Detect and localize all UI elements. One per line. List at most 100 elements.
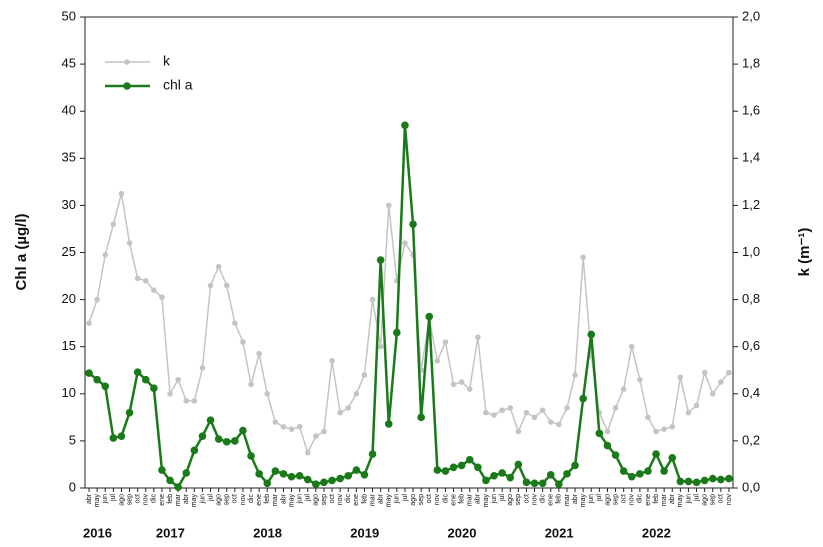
series-line xyxy=(88,193,730,455)
data-point xyxy=(232,320,238,326)
data-point xyxy=(700,476,709,485)
data-point xyxy=(345,405,352,411)
data-point xyxy=(684,477,693,486)
data-point xyxy=(109,434,118,442)
x-tick-label: feb xyxy=(361,494,368,504)
data-point xyxy=(556,421,562,428)
year-label: 2022 xyxy=(642,525,671,540)
data-point xyxy=(417,413,425,422)
data-point xyxy=(175,376,181,383)
data-point xyxy=(499,407,505,414)
data-point xyxy=(312,480,320,489)
data-point xyxy=(166,476,174,485)
x-tick-label: jun xyxy=(102,494,109,504)
data-point xyxy=(272,419,279,425)
x-tick-label: nov xyxy=(531,494,538,506)
data-point xyxy=(538,479,547,488)
data-point xyxy=(159,294,165,301)
data-point xyxy=(231,437,239,445)
data-point xyxy=(458,379,465,385)
data-point xyxy=(303,475,312,484)
data-point xyxy=(126,240,133,246)
x-tick-label: abr xyxy=(280,493,287,504)
y-tick-label: 50 xyxy=(62,8,76,23)
data-point xyxy=(579,394,587,403)
data-point xyxy=(425,312,434,321)
data-point xyxy=(450,381,457,388)
data-point xyxy=(564,405,570,411)
x-tick-label: dic xyxy=(248,494,255,503)
y2-tick-label: 2,0 xyxy=(742,8,760,23)
x-tick-label: jun xyxy=(199,494,206,504)
y2-tick-label: 0,8 xyxy=(742,291,760,306)
x-tick-label: mar xyxy=(467,493,474,506)
data-point xyxy=(369,296,376,303)
data-point xyxy=(692,478,701,487)
data-point xyxy=(474,463,482,472)
x-tick-label: ene xyxy=(256,494,263,506)
x-tick-label: feb xyxy=(653,494,660,504)
x-tick-label: may xyxy=(677,494,684,508)
x-tick-label: sep xyxy=(515,494,522,505)
data-point xyxy=(442,339,449,345)
data-point xyxy=(693,402,700,409)
data-point xyxy=(619,467,628,475)
y2-tick-label: 0,2 xyxy=(742,432,760,447)
data-point xyxy=(199,365,206,371)
x-tick-label: ago xyxy=(410,494,417,506)
y2-tick-label: 1,8 xyxy=(742,56,760,71)
data-point xyxy=(86,320,92,326)
data-point xyxy=(214,435,223,443)
y-tick-label: 25 xyxy=(62,244,76,259)
data-point xyxy=(555,480,563,489)
y-tick-label: 35 xyxy=(62,150,76,165)
x-tick-label: abr xyxy=(475,493,482,504)
x-tick-label: mar xyxy=(564,493,571,506)
x-tick-label: ago xyxy=(507,494,514,506)
data-point xyxy=(110,221,117,228)
x-tick-label: mar xyxy=(661,493,668,506)
data-point xyxy=(295,471,304,480)
year-label: 2019 xyxy=(350,525,379,540)
data-point xyxy=(709,391,716,397)
x-tick-label: mar xyxy=(369,493,376,506)
data-point xyxy=(239,426,247,435)
x-tick-label: jul xyxy=(499,494,506,502)
x-tick-label: abr xyxy=(183,493,190,504)
year-label: 2018 xyxy=(253,525,282,540)
x-tick-label: sep xyxy=(710,494,717,505)
data-point xyxy=(93,375,101,384)
data-point xyxy=(725,474,733,483)
data-point xyxy=(523,409,530,416)
data-point xyxy=(433,466,442,474)
y-tick-label: 20 xyxy=(62,291,76,306)
year-label: 2017 xyxy=(156,525,185,540)
x-tick-label: oct xyxy=(523,494,530,503)
data-point xyxy=(279,470,288,478)
x-tick-label: oct xyxy=(718,494,725,503)
data-point xyxy=(531,414,538,421)
x-tick-label: jul xyxy=(207,494,214,502)
year-label: 2021 xyxy=(545,525,574,540)
legend-label: chl a xyxy=(163,77,193,93)
y2-tick-label: 1,6 xyxy=(742,103,760,118)
x-tick-label: sep xyxy=(612,494,619,505)
data-point xyxy=(572,372,578,378)
data-point xyxy=(183,398,190,404)
data-point xyxy=(182,469,191,477)
data-point xyxy=(393,328,401,337)
data-point xyxy=(491,412,497,418)
data-point xyxy=(441,467,450,475)
x-tick-label: jul xyxy=(110,494,117,502)
data-point xyxy=(612,405,619,411)
y2-axis-title: k (m⁻¹) xyxy=(796,228,813,277)
x-tick-label: may xyxy=(580,494,587,508)
data-point xyxy=(483,409,489,416)
data-point xyxy=(708,474,717,483)
data-point xyxy=(133,368,142,376)
data-point xyxy=(506,473,515,482)
data-point xyxy=(376,256,385,264)
y2-tick-label: 0,4 xyxy=(742,385,760,400)
year-label: 2020 xyxy=(448,525,477,540)
x-tick-label: oct xyxy=(620,494,627,503)
